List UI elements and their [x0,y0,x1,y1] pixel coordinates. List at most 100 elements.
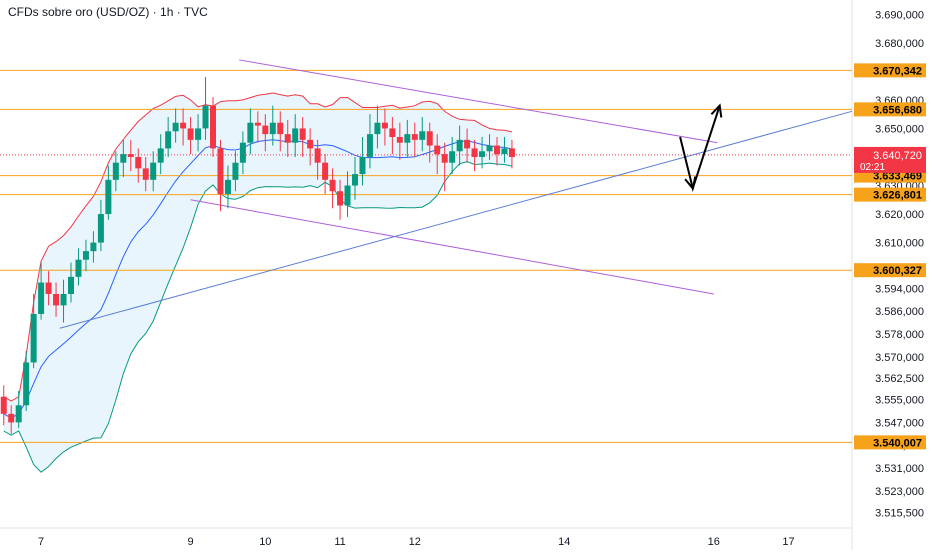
candle-body [224,179,231,195]
y-tick-label: 3.610,000 [875,238,924,250]
candle-body [68,276,74,294]
x-tick-label: 7 [38,536,44,548]
price-level-tag [854,263,926,278]
candle-body [456,139,463,152]
candle-body [195,128,202,140]
candle-body [299,128,306,140]
candle-body [352,174,358,186]
candle-body [501,148,508,155]
candle-body [135,156,142,169]
candle-body [329,179,336,192]
x-tick-label: 16 [708,536,720,548]
candle-body [127,154,134,157]
candle-body [0,396,7,414]
y-tick-label: 3.594,000 [875,283,924,295]
x-tick-label: 9 [188,536,194,548]
candle-body [30,313,37,363]
candle-body [479,151,486,157]
price-level-label: 3.600,327 [873,265,922,277]
candle-body [314,148,321,163]
candle-body [426,131,433,146]
candle-body [38,282,45,314]
y-tick-label: 3.531,000 [875,463,924,475]
price-level-tag [854,187,926,202]
x-tick-label: 17 [782,536,794,548]
y-tick-label: 3.650,000 [875,123,924,135]
band-lower-line [3,161,513,473]
candle-body [359,156,366,175]
candle-body [419,131,426,140]
price-level-label: 3.540,007 [873,437,922,449]
candle-body [120,154,127,163]
candle-body [292,128,299,143]
price-level-tag [854,63,926,78]
y-tick-label: 3.620,000 [875,209,924,221]
current-price-tag [854,146,926,173]
candle-body [411,134,418,140]
candle-body [396,136,403,143]
y-tick-label: 3.680,000 [875,38,924,50]
candle-body [75,259,82,277]
y-tick-label: 3.586,000 [875,306,924,318]
y-tick-label: 3.578,000 [875,329,924,341]
y-tick-label: 3.562,500 [875,373,924,385]
channel-lower-line [190,199,714,295]
candle-body [381,122,388,129]
x-tick-label: 10 [259,536,271,548]
y-tick-label: 3.555,000 [875,395,924,407]
chart-title: CFDs sobre oro (USD/OZ) · 1h · TVC [8,5,208,19]
price-level-label: 3.633,469 [873,171,922,183]
candle-body [150,162,157,180]
channel-upper-line [239,59,718,144]
candle-body [45,282,52,294]
y-tick-label: 3.570,000 [875,352,924,364]
candle-body [486,145,493,152]
candle-body [82,251,89,260]
candle-body [494,145,500,155]
candle-body [441,154,448,163]
candle-body [464,139,471,149]
candle-body [374,122,381,135]
candle-body [105,179,112,215]
candle-body [232,162,239,180]
candle-body [449,151,456,163]
candle-body [53,293,60,306]
candle-body [157,148,164,163]
x-tick-label: 12 [409,536,421,548]
candle-body [180,122,187,129]
candle-body [239,142,246,163]
candle-body [322,162,329,180]
candle-body [389,128,396,137]
candle-body [366,134,373,157]
candle-body [8,413,15,423]
price-level-tag [854,435,926,450]
candle-body [471,148,478,157]
y-tick-label: 3.690,000 [875,9,924,21]
candle-body [90,242,97,252]
y-tick-label: 3.547,000 [875,417,924,429]
x-tick-label: 11 [334,536,345,548]
candle-body [142,168,149,180]
candle-body [247,122,254,143]
ascending-trendline [59,110,853,329]
price-level-label: 3.670,342 [873,65,922,77]
candle-body [217,148,224,195]
current-price-label: 3.640,720 [873,150,922,162]
candle-body [307,139,314,149]
candle-body [60,293,67,306]
projection-arrowhead-up [710,103,723,118]
candle-body [434,145,441,155]
candle-body [187,128,194,140]
band-fill [3,93,512,473]
candle-body [112,162,119,180]
price-level-label: 3.656,680 [873,104,922,116]
candle-body [172,122,179,132]
candle-body [15,405,22,423]
candle-body [254,122,261,126]
candle-body [23,362,30,406]
price-level-label: 3.626,801 [873,190,922,202]
countdown-label: 02:21 [860,162,885,173]
candle-body [262,125,269,135]
x-tick-label: 14 [558,536,570,548]
